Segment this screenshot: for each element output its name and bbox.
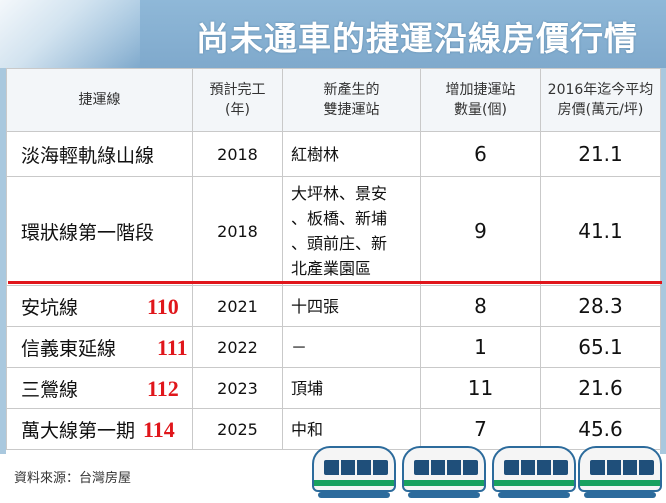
mrt-price-table: 捷運線 預計完工 (年) 新產生的 雙捷運站 增加捷運站 數量(個) 2016年迄今平… [6,68,661,450]
avg-price: 65.1 [540,326,661,368]
transfer-stations: 十四張 [282,285,421,327]
page-title: 尚未通車的捷運沿線房價行情 [196,19,638,58]
transfer-stations: 頂埔 [282,367,421,409]
table-row: 信義東延線 111 2022 － 1 65.1 [6,326,661,368]
route-code: 110 [147,294,179,319]
table-row: 萬大線第一期 114 2025 中和 7 45.6 [6,408,661,450]
station-count: 7 [420,408,541,450]
header-price: 2016年迄今平均 房價(萬元/坪) [540,68,661,132]
source-note: 資料來源：台灣房屋 [14,471,132,486]
line-name: 三鶯線 112 [6,367,193,409]
train-icon [402,446,486,500]
station-count: 6 [420,131,541,177]
header-stations: 新產生的 雙捷運站 [282,68,421,132]
line-name: 環狀線第一階段 [6,176,193,286]
station-count: 9 [420,176,541,286]
table-row: 淡海輕軌綠山線 2018 紅樹林 6 21.1 [6,131,661,177]
train-icon [492,446,576,500]
avg-price: 41.1 [540,176,661,286]
avg-price: 21.6 [540,367,661,409]
table-row: 環狀線第一階段 2018 大坪林、景安 、板橋、新埔 、頭前庄、新 北產業園區 … [6,176,661,286]
station-count: 1 [420,326,541,368]
avg-price: 21.1 [540,131,661,177]
transfer-stations: 中和 [282,408,421,450]
header-year: 預計完工 (年) [192,68,283,132]
table-container: 捷運線 預計完工 (年) 新產生的 雙捷運站 增加捷運站 數量(個) 2016年迄今平… [6,68,661,454]
route-code: 111 [157,335,188,360]
line-name: 信義東延線 111 [6,326,193,368]
train-icon [312,446,396,500]
transfer-stations: 大坪林、景安 、板橋、新埔 、頭前庄、新 北產業園區 [282,176,421,286]
completion-year: 2022 [192,326,283,368]
transfer-stations: 紅樹林 [282,131,421,177]
line-name: 安坑線 110 [6,285,193,327]
route-code: 114 [143,417,175,442]
train-icon [578,446,662,500]
divider-red-line [8,281,662,284]
line-name: 萬大線第一期 114 [6,408,193,450]
station-count: 8 [420,285,541,327]
table-header-row: 捷運線 預計完工 (年) 新產生的 雙捷運站 增加捷運站 數量(個) 2016年迄今平… [6,68,661,132]
avg-price: 45.6 [540,408,661,450]
line-name: 淡海輕軌綠山線 [6,131,193,177]
completion-year: 2018 [192,131,283,177]
table-row: 安坑線 110 2021 十四張 8 28.3 [6,285,661,327]
title-bar: 尚未通車的捷運沿線房價行情 [0,0,666,68]
header-line: 捷運線 [6,68,193,132]
transfer-stations: － [282,326,421,368]
header-count: 增加捷運站 數量(個) [420,68,541,132]
completion-year: 2021 [192,285,283,327]
completion-year: 2018 [192,176,283,286]
completion-year: 2023 [192,367,283,409]
station-count: 11 [420,367,541,409]
avg-price: 28.3 [540,285,661,327]
completion-year: 2025 [192,408,283,450]
table-row: 三鶯線 112 2023 頂埔 11 21.6 [6,367,661,409]
route-code: 112 [147,376,179,401]
